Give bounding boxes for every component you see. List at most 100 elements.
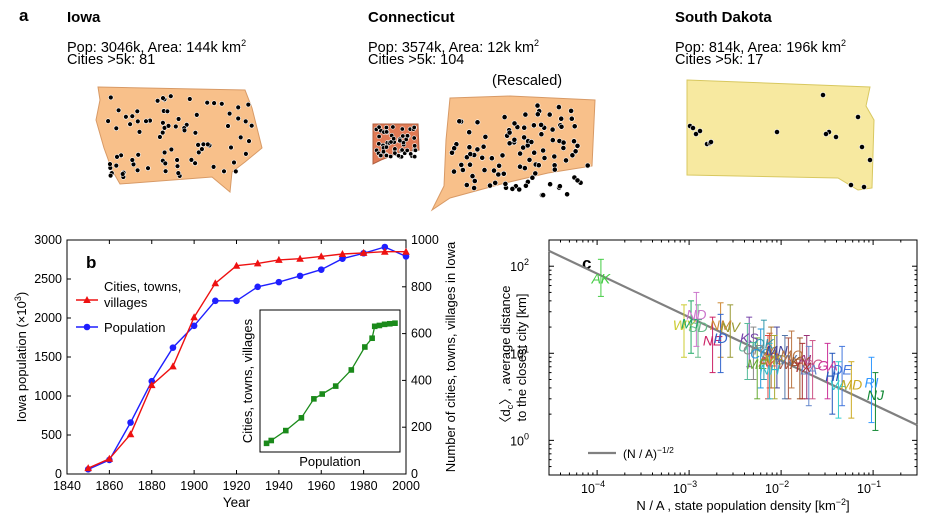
city-dot (708, 139, 714, 145)
inset-data-point (298, 415, 305, 421)
inset-data-point (371, 323, 378, 330)
y-tick-label-right-b: 200 (411, 420, 432, 434)
series-line-cities-towns-villages (87, 251, 406, 469)
x-tick-label-c: 10−4 (581, 479, 605, 496)
x-tick-label-b: 1860 (95, 479, 123, 493)
city-dot (459, 167, 466, 173)
state-cities-south-dakota: Cities >5k: 17 (675, 52, 764, 68)
city-dot (129, 113, 136, 119)
city-dot (517, 163, 523, 170)
city-dot (458, 161, 465, 168)
city-dot (411, 135, 417, 141)
city-dot (246, 138, 252, 144)
data-point-population (296, 272, 304, 280)
x-tick-label-b: 2000 (392, 479, 420, 493)
city-dot (463, 182, 470, 188)
city-dot (127, 121, 133, 127)
city-dot (466, 144, 473, 151)
city-dot (211, 100, 217, 106)
data-point-cities (338, 250, 347, 258)
city-dot (164, 108, 171, 115)
city-dot (534, 111, 541, 118)
city-dot (376, 141, 382, 147)
city-dot (168, 93, 174, 99)
y-axis-label-left-b: Iowa population (×103) (13, 292, 29, 422)
city-dot (520, 144, 526, 151)
city-dot (134, 108, 141, 115)
y-tick-label-right-b: 400 (411, 373, 432, 387)
inset-frame (259, 309, 401, 453)
city-dot (380, 149, 386, 155)
state-pop-iowa: Pop: 3046k, Area: 144k km2 (67, 38, 247, 56)
data-point-population (381, 243, 389, 251)
city-dot (481, 167, 488, 173)
city-dot (233, 168, 239, 175)
state-label-ms: MS (764, 351, 786, 367)
city-dot (383, 125, 389, 131)
city-dot (488, 155, 495, 162)
city-dot (506, 129, 513, 136)
city-dot (820, 92, 826, 98)
state-label-wy: WY (673, 317, 697, 333)
city-dot (188, 157, 195, 163)
city-dot (235, 115, 241, 122)
city-dot (564, 191, 570, 198)
city-dot (123, 114, 129, 120)
city-dot (376, 134, 382, 140)
city-dot (162, 168, 169, 174)
y-tick-label-right-b: 800 (411, 280, 432, 294)
city-dot (145, 165, 151, 171)
city-dot (391, 136, 397, 142)
x-tick-label-b: 1920 (223, 479, 251, 493)
data-point-cities (105, 454, 114, 462)
y-tick-label-left-b: 500 (41, 428, 62, 442)
city-dot (506, 140, 513, 147)
data-point-cities (211, 279, 220, 287)
city-dot (378, 153, 384, 159)
city-dot (491, 167, 497, 174)
rescaled-label: (Rescaled) (492, 73, 563, 89)
city-dot (499, 152, 506, 159)
state-pop-connecticut: Pop: 3574k, Area: 12k km2 (368, 38, 540, 56)
city-dot (557, 183, 563, 190)
city-dot (113, 125, 120, 132)
state-name-south-dakota: South Dakota (675, 9, 772, 26)
city-dot (859, 144, 865, 150)
state-label-ky: KY (791, 354, 811, 370)
city-dot (196, 149, 202, 156)
city-dot (474, 119, 481, 126)
city-dot (516, 186, 523, 193)
y-tick-label-c: 100 (510, 431, 529, 448)
city-dot (571, 138, 577, 145)
state-label-mn: MN (766, 342, 789, 358)
city-dot (174, 157, 180, 163)
city-dot (466, 129, 473, 136)
inset-x-label: Population (299, 454, 360, 469)
state-label-tx: TX (793, 359, 812, 375)
y-tick-label-left-b: 3000 (34, 233, 62, 247)
inset-data-point (263, 440, 270, 447)
data-point-cities (296, 254, 304, 262)
state-label-wa: WA (777, 356, 799, 372)
city-dot (411, 124, 417, 130)
state-label-wv: WV (774, 351, 798, 367)
city-dot (563, 157, 569, 164)
data-point-population (275, 278, 283, 286)
data-point-cities (147, 381, 156, 389)
city-dot (531, 149, 538, 156)
city-dot (136, 129, 143, 135)
city-dot (574, 142, 581, 149)
state-label-ne: NE (703, 333, 723, 349)
city-dot (157, 134, 163, 140)
city-dot (848, 182, 854, 188)
city-dot (584, 162, 591, 169)
city-dot (556, 104, 562, 110)
state-label-or: OR (743, 342, 764, 358)
y-tick-label-left-b: 2000 (34, 311, 62, 325)
x-axis-label-c: N / A , state population density [km−2] (636, 497, 849, 513)
city-dot (154, 98, 161, 104)
city-dot (549, 137, 556, 143)
state-label-al: AL (797, 351, 815, 367)
city-dot (119, 171, 126, 177)
city-dot (861, 184, 867, 190)
